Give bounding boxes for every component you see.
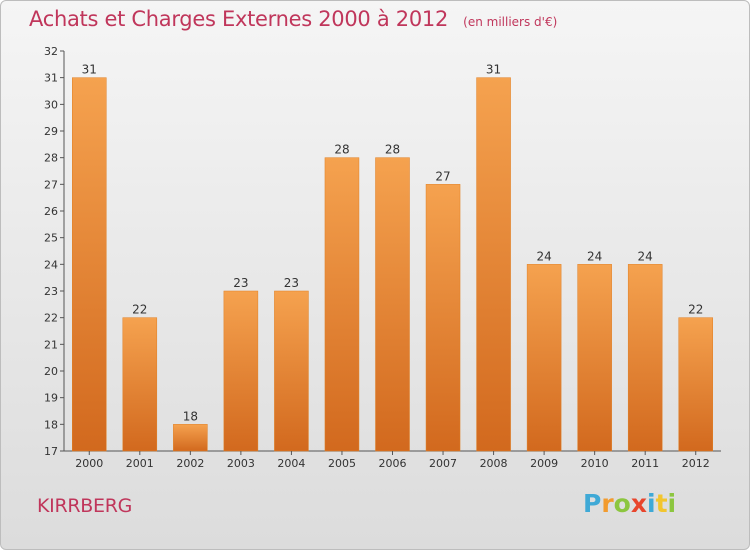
x-tick-label: 2011 bbox=[631, 457, 659, 470]
y-tick-label: 27 bbox=[44, 178, 58, 191]
logo-letter: P bbox=[583, 489, 602, 518]
y-tick-label: 31 bbox=[44, 72, 58, 85]
x-tick-label: 2000 bbox=[75, 457, 103, 470]
x-tick-label: 2007 bbox=[429, 457, 457, 470]
y-tick-label: 17 bbox=[44, 445, 58, 458]
y-tick-label: 23 bbox=[44, 285, 58, 298]
chart-subtitle: (en milliers d'€) bbox=[463, 15, 558, 29]
logo-letter: i bbox=[647, 489, 656, 518]
bar bbox=[678, 317, 713, 452]
bar bbox=[476, 77, 511, 452]
bar bbox=[526, 264, 562, 452]
bar-value-label: 28 bbox=[385, 143, 400, 157]
x-tick-label: 2012 bbox=[682, 457, 710, 470]
y-tick-label: 18 bbox=[44, 418, 58, 431]
bar bbox=[627, 264, 663, 452]
bar-value-label: 22 bbox=[688, 303, 703, 317]
bar-value-label: 24 bbox=[638, 249, 653, 263]
x-tick-label: 2003 bbox=[227, 457, 255, 470]
y-tick-label: 28 bbox=[44, 152, 58, 165]
bar bbox=[274, 290, 309, 452]
y-tick-label: 26 bbox=[44, 205, 58, 218]
chart-title: Achats et Charges Externes 2000 à 2012 bbox=[29, 7, 449, 31]
bar-value-label: 28 bbox=[334, 143, 349, 157]
y-tick-label: 20 bbox=[44, 365, 58, 378]
logo-letter: i bbox=[667, 489, 677, 518]
bar-value-label: 23 bbox=[284, 276, 299, 290]
y-tick-label: 22 bbox=[44, 312, 58, 325]
bar-value-label: 31 bbox=[82, 63, 97, 77]
bar bbox=[122, 317, 158, 452]
bar bbox=[324, 157, 360, 452]
x-tick-label: 2005 bbox=[328, 457, 356, 470]
bar bbox=[375, 157, 410, 452]
bar bbox=[72, 77, 107, 452]
bar bbox=[577, 264, 612, 452]
logo-letter: r bbox=[601, 489, 614, 518]
x-tick-label: 2008 bbox=[480, 457, 508, 470]
bar-value-label: 31 bbox=[486, 63, 501, 77]
bar bbox=[425, 184, 461, 452]
bar-value-label: 24 bbox=[587, 249, 602, 263]
x-tick-label: 2002 bbox=[176, 457, 204, 470]
bar-value-label: 18 bbox=[183, 409, 198, 423]
bar-value-label: 24 bbox=[536, 249, 551, 263]
x-tick-label: 2010 bbox=[581, 457, 609, 470]
bar-value-label: 22 bbox=[132, 303, 147, 317]
proxiti-logo: Proxiti bbox=[583, 489, 676, 518]
y-tick-label: 24 bbox=[44, 258, 58, 271]
y-tick-label: 21 bbox=[44, 338, 58, 351]
bar bbox=[173, 424, 208, 452]
bar bbox=[223, 290, 259, 452]
title-block: Achats et Charges Externes 2000 à 2012 (… bbox=[29, 7, 557, 31]
x-tick-label: 2006 bbox=[379, 457, 407, 470]
bar-value-label: 23 bbox=[233, 276, 248, 290]
x-tick-label: 2001 bbox=[126, 457, 154, 470]
y-tick-label: 25 bbox=[44, 232, 58, 245]
y-tick-label: 30 bbox=[44, 98, 58, 111]
x-tick-label: 2004 bbox=[277, 457, 305, 470]
x-tick-label: 2009 bbox=[530, 457, 558, 470]
y-tick-label: 19 bbox=[44, 392, 58, 405]
logo-letter: t bbox=[655, 489, 668, 518]
logo-letter: o bbox=[613, 489, 631, 518]
place-name: KIRRBERG bbox=[37, 495, 133, 517]
y-tick-label: 29 bbox=[44, 125, 58, 138]
logo-letter: x bbox=[630, 489, 647, 518]
bar-value-label: 27 bbox=[435, 169, 450, 183]
y-tick-label: 32 bbox=[44, 45, 58, 58]
